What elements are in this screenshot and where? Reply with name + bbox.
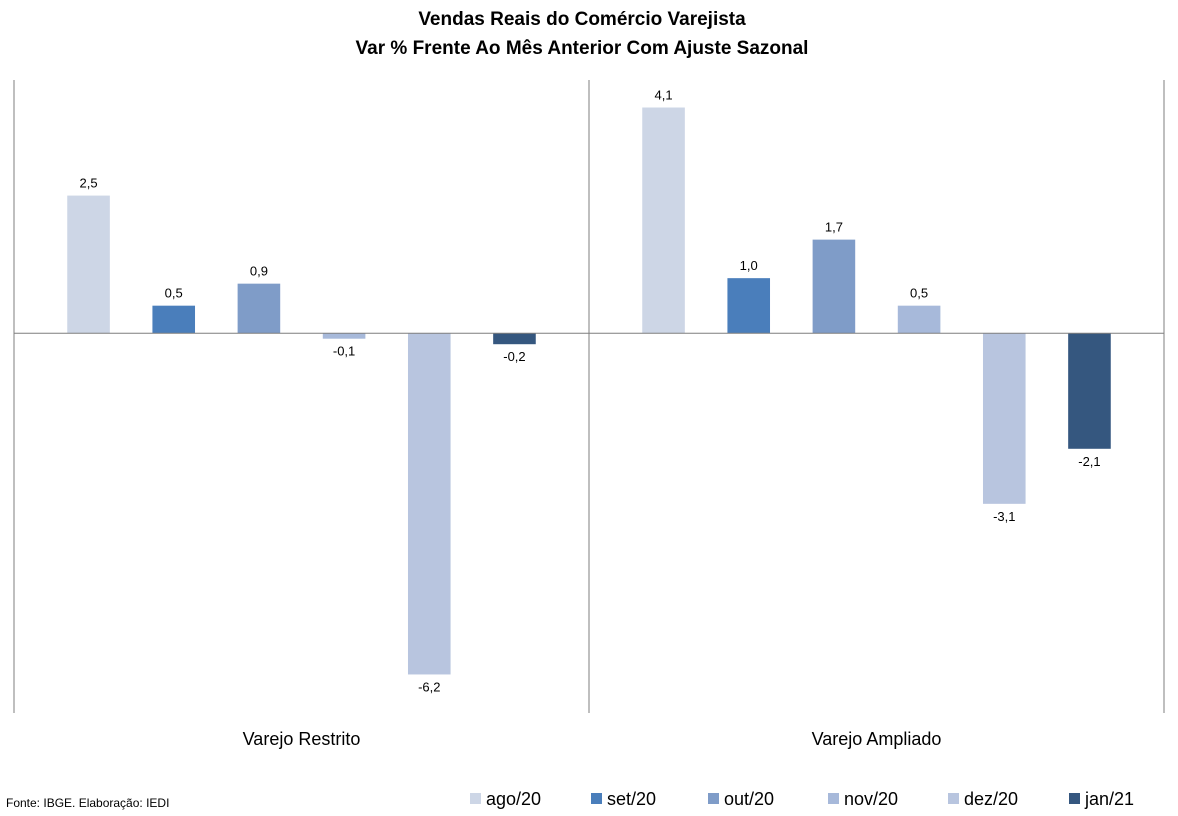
legend-label: nov/20 bbox=[844, 789, 898, 809]
data-label: 0,5 bbox=[165, 286, 183, 301]
data-label: -3,1 bbox=[993, 509, 1015, 524]
bar bbox=[727, 278, 771, 334]
data-label: 2,5 bbox=[79, 176, 97, 191]
legend-swatch bbox=[470, 793, 481, 804]
data-label: 0,5 bbox=[910, 286, 928, 301]
bar bbox=[1068, 333, 1111, 449]
data-label: 0,9 bbox=[250, 264, 268, 279]
bar bbox=[152, 305, 196, 334]
category-label: Varejo Ampliado bbox=[812, 729, 942, 749]
data-label: 1,7 bbox=[825, 220, 843, 235]
bar bbox=[642, 107, 685, 334]
bar bbox=[322, 333, 366, 339]
plot-area: 2,5 4,1 0,5 1,0 0,9 1,7 -0,1 0,5 -6,2 -3,1 -0,2 -2,… bbox=[13, 80, 1165, 809]
bar bbox=[237, 283, 281, 334]
bar bbox=[897, 305, 941, 334]
data-label: -0,1 bbox=[333, 344, 355, 359]
data-label: -0,2 bbox=[503, 349, 525, 364]
chart-subtitle: Var % Frente Ao Mês Anterior Com Ajuste … bbox=[356, 38, 809, 59]
legend-label: dez/20 bbox=[964, 789, 1018, 809]
legend-swatch bbox=[708, 793, 719, 804]
data-label: -2,1 bbox=[1078, 454, 1100, 469]
legend-label: out/20 bbox=[724, 789, 774, 809]
legend-swatch bbox=[828, 793, 839, 804]
legend-label: jan/21 bbox=[1084, 789, 1134, 809]
bar bbox=[67, 195, 110, 334]
source-note: Fonte: IBGE. Elaboração: IEDI bbox=[6, 796, 169, 810]
data-label: -6,2 bbox=[418, 679, 440, 694]
chart-title: Vendas Reais do Comércio Varejista bbox=[418, 9, 746, 30]
data-label: 1,0 bbox=[740, 258, 758, 273]
category-label: Varejo Restrito bbox=[243, 729, 361, 749]
bar bbox=[812, 239, 856, 334]
legend-label: set/20 bbox=[607, 789, 656, 809]
bar bbox=[982, 333, 1026, 504]
legend-swatch bbox=[1069, 793, 1080, 804]
legend-label: ago/20 bbox=[486, 789, 541, 809]
bar bbox=[407, 333, 451, 675]
legend-swatch bbox=[591, 793, 602, 804]
legend-swatch bbox=[948, 793, 959, 804]
data-label: 4,1 bbox=[654, 88, 672, 103]
bar bbox=[493, 333, 536, 345]
